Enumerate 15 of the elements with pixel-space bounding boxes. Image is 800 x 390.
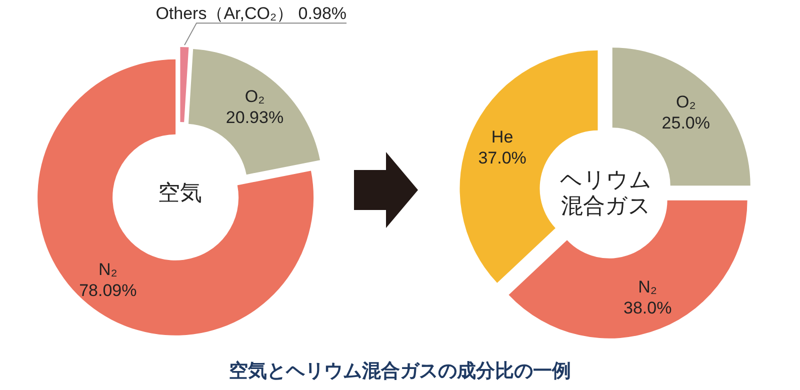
text: 空気: [158, 180, 202, 205]
slice-label: O₂: [244, 87, 265, 106]
text: 空気とヘリウム混合ガスの成分比の一例: [229, 360, 571, 382]
data-label: 25.0%: [662, 114, 710, 133]
slice-label: O₂: [676, 92, 696, 112]
slice-label: N₂: [638, 278, 658, 297]
slice-label: N₂: [98, 260, 118, 280]
data-label: 38.0%: [623, 298, 672, 318]
data-label: 20.93%: [226, 108, 284, 128]
text: ヘリウム: [560, 167, 652, 192]
slice-label: He: [491, 128, 514, 147]
text: 混合ガス: [561, 193, 651, 218]
data-label: 78.09%: [79, 281, 137, 300]
slice-label: Others（Ar,CO₂） 0.98%: [156, 4, 347, 24]
data-label: 37.0%: [478, 148, 526, 168]
